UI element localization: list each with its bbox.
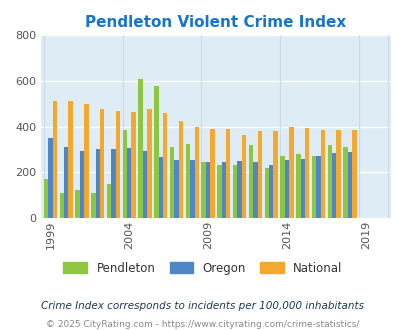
Legend: Pendleton, Oregon, National: Pendleton, Oregon, National: [59, 257, 346, 280]
Bar: [100, 110, 104, 218]
Bar: [217, 165, 221, 218]
Bar: [131, 112, 136, 218]
Bar: [147, 110, 151, 218]
Bar: [170, 147, 174, 218]
Bar: [194, 127, 198, 218]
Bar: [257, 131, 261, 218]
Bar: [91, 193, 95, 218]
Bar: [273, 131, 277, 218]
Bar: [226, 129, 230, 218]
Bar: [127, 148, 131, 218]
Bar: [315, 156, 320, 218]
Bar: [158, 157, 163, 218]
Bar: [331, 153, 336, 218]
Bar: [327, 145, 331, 218]
Bar: [163, 113, 167, 218]
Text: Crime Index corresponds to incidents per 100,000 inhabitants: Crime Index corresponds to incidents per…: [41, 301, 364, 311]
Bar: [288, 127, 293, 218]
Bar: [174, 160, 178, 218]
Bar: [304, 128, 309, 218]
Bar: [143, 150, 147, 218]
Bar: [210, 129, 214, 218]
Bar: [68, 102, 72, 218]
Bar: [107, 183, 111, 218]
Bar: [178, 121, 183, 218]
Bar: [44, 179, 48, 218]
Bar: [295, 154, 300, 218]
Bar: [53, 102, 57, 218]
Bar: [205, 162, 210, 218]
Bar: [60, 193, 64, 218]
Bar: [248, 145, 253, 218]
Bar: [253, 162, 257, 218]
Bar: [268, 165, 273, 218]
Bar: [336, 130, 340, 218]
Bar: [84, 104, 88, 218]
Bar: [284, 160, 288, 218]
Title: Pendleton Violent Crime Index: Pendleton Violent Crime Index: [85, 15, 346, 30]
Bar: [264, 168, 268, 218]
Bar: [115, 111, 120, 218]
Bar: [221, 162, 226, 218]
Bar: [279, 156, 284, 218]
Bar: [122, 130, 127, 218]
Bar: [352, 130, 356, 218]
Bar: [311, 156, 315, 218]
Bar: [320, 130, 324, 218]
Bar: [64, 147, 68, 218]
Bar: [95, 149, 100, 218]
Bar: [237, 161, 241, 218]
Bar: [111, 149, 115, 218]
Bar: [48, 138, 53, 218]
Bar: [343, 147, 347, 218]
Bar: [347, 152, 352, 218]
Bar: [185, 144, 190, 218]
Bar: [232, 165, 237, 218]
Bar: [75, 190, 79, 218]
Text: © 2025 CityRating.com - https://www.cityrating.com/crime-statistics/: © 2025 CityRating.com - https://www.city…: [46, 320, 359, 329]
Bar: [190, 160, 194, 218]
Bar: [241, 135, 246, 218]
Bar: [154, 85, 158, 218]
Bar: [138, 79, 143, 218]
Bar: [201, 162, 205, 218]
Bar: [79, 150, 84, 218]
Bar: [300, 158, 304, 218]
